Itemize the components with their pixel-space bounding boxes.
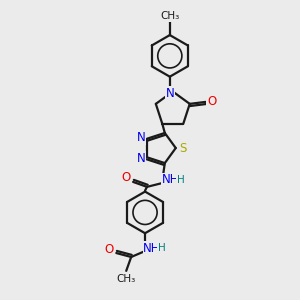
Text: S: S xyxy=(179,142,186,154)
Text: H: H xyxy=(158,243,166,253)
Text: N: N xyxy=(137,152,146,165)
Text: O: O xyxy=(105,243,114,256)
Text: H: H xyxy=(177,175,184,185)
Text: NH: NH xyxy=(162,173,179,186)
Text: CH₃: CH₃ xyxy=(117,274,136,284)
Text: N: N xyxy=(137,131,146,144)
Text: O: O xyxy=(122,172,131,184)
Text: N: N xyxy=(165,87,174,100)
Text: NH: NH xyxy=(143,242,161,255)
Text: CH₃: CH₃ xyxy=(160,11,179,21)
Text: O: O xyxy=(207,95,216,108)
